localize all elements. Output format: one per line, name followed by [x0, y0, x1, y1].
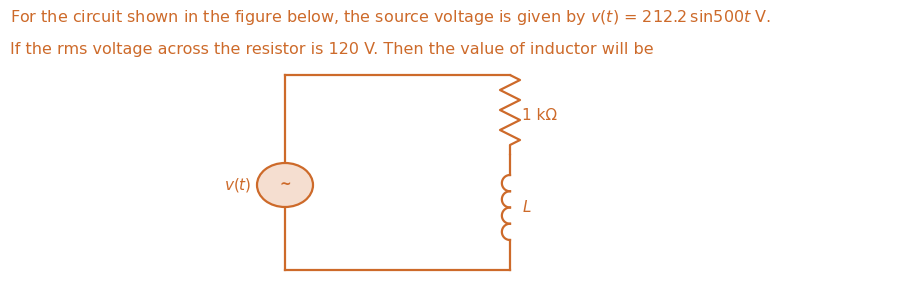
Text: 1 kΩ: 1 kΩ [522, 107, 557, 122]
Text: $L$: $L$ [522, 199, 531, 216]
Text: If the rms voltage across the resistor is 120 V. Then the value of inductor will: If the rms voltage across the resistor i… [10, 42, 653, 57]
Text: $v(t)$: $v(t)$ [224, 176, 252, 194]
Ellipse shape [257, 163, 313, 207]
Text: ~: ~ [279, 178, 290, 192]
Text: For the circuit shown in the figure below, the source voltage is given by $v(t)$: For the circuit shown in the figure belo… [10, 8, 771, 27]
